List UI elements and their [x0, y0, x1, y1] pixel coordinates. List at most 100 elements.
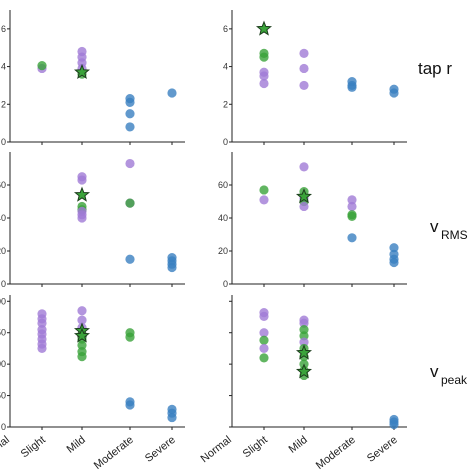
data-point-green — [299, 331, 309, 341]
data-point-purple — [299, 318, 309, 328]
data-point-purple — [259, 343, 269, 354]
y-tick-label: 60 — [218, 180, 228, 190]
x-tick-label-slight: Slight — [19, 434, 48, 460]
data-point-blue — [347, 233, 357, 243]
subplot-0-1: 0 2 4 6 — [223, 10, 407, 147]
data-point-purple — [77, 175, 87, 185]
data-point-purple — [77, 213, 87, 223]
data-point-purple — [77, 315, 87, 325]
data-point-green — [259, 335, 269, 345]
star-marker — [73, 327, 91, 343]
subplot-1-0: 0 20 40 60 — [0, 152, 185, 289]
data-point-blue — [167, 412, 177, 423]
data-point-blue — [125, 254, 135, 264]
y-tick-label: 0 — [223, 279, 228, 289]
star-marker — [295, 363, 313, 379]
data-point-green — [299, 324, 309, 335]
data-point-green — [125, 198, 135, 208]
data-point-blue — [389, 419, 399, 430]
y-tick-label: 0 — [1, 137, 6, 147]
data-point-purple — [259, 311, 269, 321]
row-label-vrms: v — [430, 217, 439, 236]
data-point-purple — [347, 201, 357, 212]
x-tick-label-mild: Mild — [287, 434, 310, 456]
data-point-purple — [37, 343, 47, 354]
y-tick-label: 2 — [223, 99, 228, 109]
row-label-vrms-sub: RMS — [441, 228, 468, 242]
y-tick-label: 0 — [1, 279, 6, 289]
y-tick-label: 0 — [1, 422, 6, 432]
y-tick-label: 50 — [0, 391, 6, 401]
data-point-blue — [125, 109, 135, 119]
y-tick-label: 6 — [223, 24, 228, 34]
row-label-vpeak-sub: peak — [441, 373, 468, 387]
x-tick-label-mild: Mild — [65, 434, 88, 456]
data-point-purple — [299, 337, 309, 347]
star-marker — [73, 63, 91, 80]
y-tick-label: 0 — [223, 137, 228, 147]
data-point-blue — [389, 257, 399, 268]
x-tick-label-moderate: Moderate — [314, 434, 358, 472]
data-point-green — [259, 353, 269, 363]
y-tick-label: 4 — [223, 62, 228, 72]
y-tick-label: 20 — [218, 246, 228, 256]
y-tick-label: 2 — [1, 99, 6, 109]
x-tick-label-slight: Slight — [241, 434, 270, 460]
data-point-blue — [125, 97, 135, 107]
y-tick-label: 100 — [0, 359, 6, 369]
star-marker — [295, 344, 313, 360]
data-point-blue — [125, 400, 135, 410]
y-tick-label: 150 — [0, 328, 6, 338]
data-point-blue — [389, 88, 399, 98]
x-tick-label-normal: Normal — [199, 434, 234, 465]
data-point-purple — [299, 162, 309, 172]
star-marker — [295, 188, 313, 204]
data-point-green — [77, 352, 87, 362]
y-tick-label: 200 — [0, 296, 6, 306]
x-tick-label-moderate: Moderate — [92, 434, 136, 472]
data-point-purple — [259, 328, 269, 338]
data-point-purple — [77, 306, 87, 316]
y-tick-label: 6 — [1, 24, 6, 34]
data-point-blue — [167, 262, 177, 273]
subplot-2-0: 0 50 100 150 200 Normal Slight MildModerateSeve… — [0, 295, 185, 472]
y-tick-label: 60 — [0, 180, 6, 190]
y-tick-label: 20 — [0, 246, 6, 256]
data-point-purple — [299, 201, 309, 212]
data-point-purple — [299, 48, 309, 58]
subplot-2-1: Normal Slight Mild Moderate Severe — [199, 295, 407, 472]
data-point-purple — [37, 318, 47, 328]
x-tick-label-normal: Normal — [0, 434, 12, 465]
data-point-blue — [125, 122, 135, 132]
y-tick-label: 4 — [1, 62, 6, 72]
star-marker — [73, 186, 91, 202]
y-tick-label: 40 — [0, 213, 6, 223]
data-point-blue — [389, 243, 399, 253]
data-point-green — [347, 211, 357, 221]
data-point-green — [77, 340, 87, 350]
data-point-blue — [347, 82, 357, 92]
y-tick-label: 40 — [218, 213, 228, 223]
x-tick-label-severe: Severe — [143, 434, 178, 465]
data-point-green — [259, 185, 269, 195]
data-point-blue — [167, 88, 177, 98]
data-point-purple — [299, 80, 309, 91]
row-label-tap-rate: tap r — [418, 59, 452, 78]
x-tick-label-severe: Severe — [365, 434, 400, 465]
data-point-purple — [259, 71, 269, 81]
data-point-green — [37, 61, 47, 71]
data-point-purple — [259, 195, 269, 205]
data-point-green — [125, 332, 135, 342]
subplots-group: 0246024602040600204060050100150200Normal… — [0, 10, 407, 472]
row-label-vpeak: v — [430, 362, 439, 381]
subplot-0-0: 0 2 4 6 — [1, 10, 185, 147]
data-point-purple — [125, 158, 135, 169]
data-point-purple — [299, 63, 309, 74]
star-marker — [255, 20, 273, 36]
subplot-1-1: 0 20 40 60 — [218, 152, 407, 289]
data-point-purple — [259, 78, 269, 89]
row-labels-group: tap r v RMS v peak — [418, 59, 468, 387]
data-point-green — [259, 52, 269, 62]
data-point-purple — [347, 195, 357, 205]
